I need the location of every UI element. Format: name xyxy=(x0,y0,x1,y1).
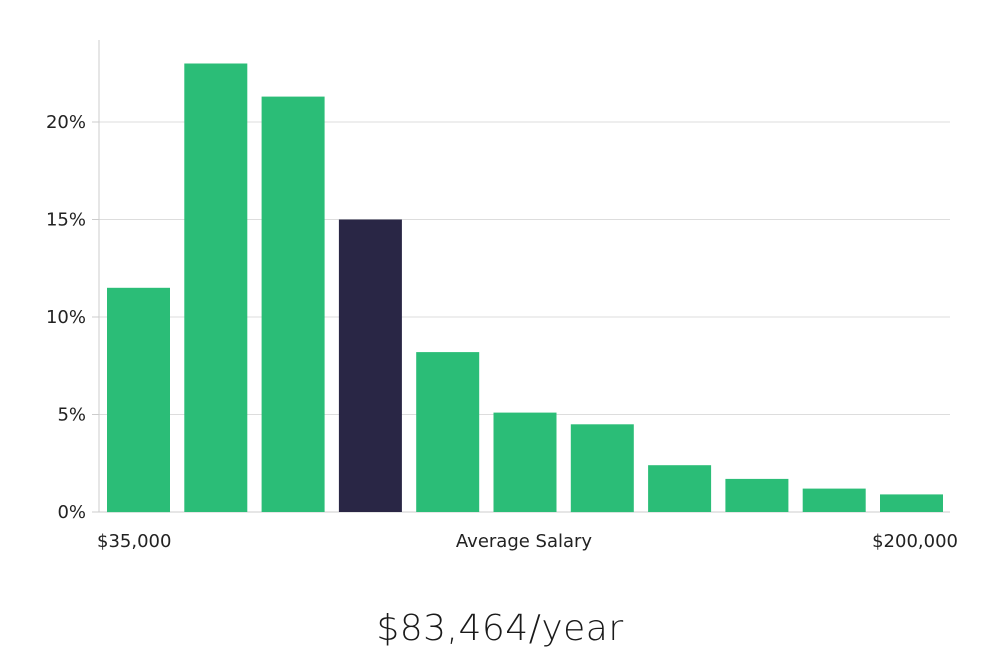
bar xyxy=(802,488,866,512)
bar xyxy=(648,465,712,512)
y-tick-label: 15% xyxy=(46,210,86,231)
average-salary-value: $83,464/year xyxy=(376,608,624,649)
bars xyxy=(107,63,943,513)
salary-histogram-chart: 0% 5% 10% 15% 20% $35,000 Average Salary $20… xyxy=(46,40,958,552)
y-tick-label: 5% xyxy=(57,405,86,426)
bar xyxy=(493,412,557,512)
bar-highlighted xyxy=(338,219,402,512)
y-tick-label: 0% xyxy=(57,502,86,523)
bar xyxy=(261,96,325,512)
bar xyxy=(880,494,943,512)
bar xyxy=(184,63,248,512)
bar xyxy=(107,287,170,513)
bar xyxy=(725,478,789,512)
y-tick-labels: 0% 5% 10% 15% 20% xyxy=(46,112,86,523)
y-tick-label: 10% xyxy=(46,307,86,328)
x-max-label: $200,000 xyxy=(872,531,958,552)
bar xyxy=(416,352,480,512)
bar xyxy=(570,424,634,513)
y-tick-label: 20% xyxy=(46,112,86,133)
x-min-label: $35,000 xyxy=(97,531,171,552)
x-axis-title: Average Salary xyxy=(456,531,593,552)
